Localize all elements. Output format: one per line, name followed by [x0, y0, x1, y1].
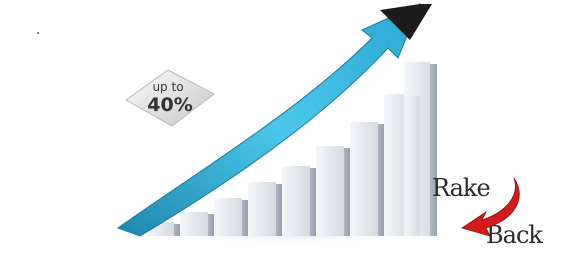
bar	[282, 166, 318, 236]
logo-word: Rake	[432, 174, 490, 202]
bar	[214, 198, 250, 236]
bar	[316, 146, 352, 236]
dot	[37, 32, 39, 34]
badge-value: 40%	[147, 94, 192, 116]
bar	[180, 212, 216, 236]
bar	[248, 182, 284, 236]
banner: up to 40% Rake Back	[0, 0, 570, 255]
bar	[404, 62, 437, 236]
bar	[350, 122, 386, 236]
badge-text: up to	[152, 80, 183, 94]
